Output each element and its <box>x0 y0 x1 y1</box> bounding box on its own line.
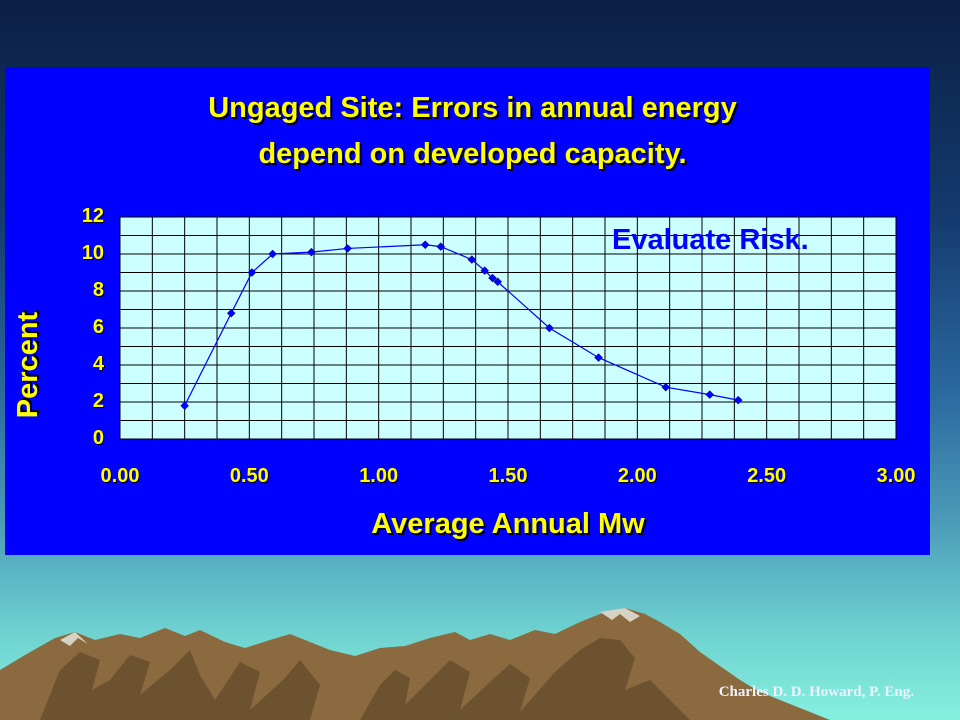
x-tick-label: 3.00 <box>876 465 916 487</box>
data-point <box>307 247 316 257</box>
y-axis-label: Percent <box>12 311 44 419</box>
data-point <box>733 395 743 405</box>
data-point <box>420 240 430 250</box>
x-tick-label: 0.50 <box>229 465 269 487</box>
y-tick-label: 12 <box>81 205 104 227</box>
data-point <box>661 382 671 392</box>
data-point <box>545 323 554 333</box>
data-point <box>594 353 603 362</box>
y-tick-label: 0 <box>92 427 104 449</box>
x-axis-label: Average Annual Mw <box>371 508 645 540</box>
data-point <box>268 249 277 259</box>
data-point <box>467 255 477 264</box>
y-tick-label: 10 <box>81 242 104 264</box>
x-tick-label: 1.00 <box>359 465 399 487</box>
data-point <box>343 244 352 253</box>
chart-title-line-1: Ungaged Site: Errors in annual energy <box>208 92 737 124</box>
chart-title-line-2: depend on developed capacity. <box>258 138 687 170</box>
data-point <box>480 266 490 276</box>
data-point <box>705 390 715 399</box>
data-point <box>493 277 503 287</box>
data-point <box>436 242 446 251</box>
x-tick-label: 1.50 <box>488 465 528 487</box>
data-point <box>226 308 236 318</box>
data-point <box>180 401 190 411</box>
y-tick-label: 4 <box>92 353 104 375</box>
y-tick-label: 6 <box>92 316 104 338</box>
y-tick-label: 8 <box>92 279 104 301</box>
author-credit: Charles D. D. Howard, P. Eng. <box>718 684 914 700</box>
x-tick-label: 2.50 <box>747 465 787 487</box>
x-tick-label: 0.00 <box>100 465 140 487</box>
mountain-landscape <box>0 608 830 720</box>
data-point <box>488 273 497 283</box>
chart-annotation: Evaluate Risk. <box>612 224 809 256</box>
x-tick-label: 2.00 <box>617 465 657 487</box>
data-point <box>247 268 257 277</box>
y-tick-label: 2 <box>92 390 104 412</box>
